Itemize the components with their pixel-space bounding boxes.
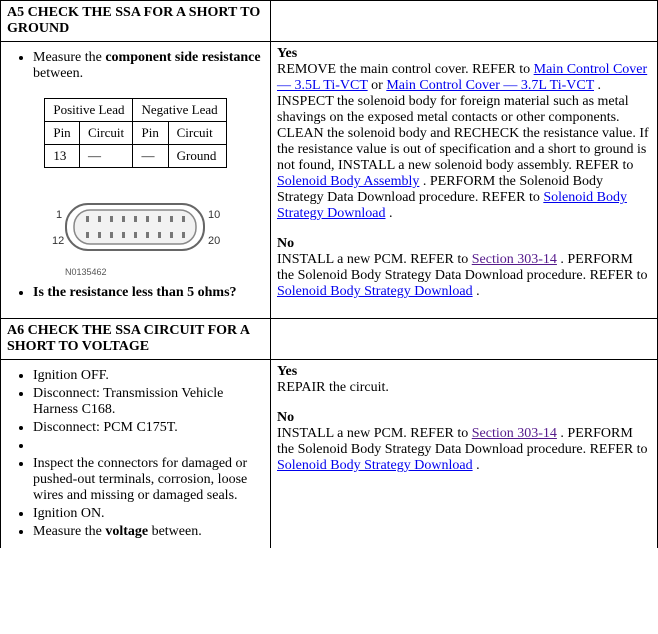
a5-yes-t2: or — [368, 78, 387, 93]
a5-no-block: No INSTALL a new PCM. REFER to Section 3… — [277, 236, 651, 300]
a6-yes-block: Yes REPAIR the circuit. — [277, 364, 651, 396]
a5-yes-block: Yes REMOVE the main control cover. REFER… — [277, 46, 651, 222]
link-solenoid-body-assembly[interactable]: Solenoid Body Assembly — [277, 174, 419, 189]
a5-header-right — [271, 1, 658, 42]
leads-r-c1: — — [79, 145, 133, 168]
a6-step-5: Inspect the connectors for damaged or pu… — [33, 456, 264, 504]
diagnostic-table: A5 CHECK THE SSA FOR A SHORT TO GROUND M… — [0, 0, 658, 548]
a6-step-3: Disconnect: PCM C175T. — [33, 420, 264, 436]
link-solenoid-body-strategy-download-3[interactable]: Solenoid Body Strategy Download — [277, 458, 473, 473]
a5-instr-pre: Measure the — [33, 50, 105, 65]
a5-no-t1: INSTALL a new PCM. REFER to — [277, 252, 472, 267]
a6-step-2: Disconnect: Transmission Vehicle Harness… — [33, 386, 264, 418]
leads-r-pin2: — — [133, 145, 168, 168]
pin-label-10: 10 — [208, 209, 220, 221]
connector-diagram: 1 12 10 20 N0135462 — [7, 198, 264, 277]
a6-step-1: Ignition OFF. — [33, 368, 264, 384]
link-main-control-cover-37[interactable]: Main Control Cover — 3.7L Ti-VCT — [386, 78, 594, 93]
link-section-303-14-b[interactable]: Section 303-14 — [472, 426, 557, 441]
a6-s7-pre: Measure the — [33, 524, 105, 539]
a5-no-label: No — [277, 236, 651, 252]
connector-img-id: N0135462 — [65, 267, 264, 277]
a5-header: A5 CHECK THE SSA FOR A SHORT TO GROUND — [1, 1, 271, 42]
a5-yes-t5: . — [385, 206, 392, 221]
leads-r-pin1: 13 — [45, 145, 80, 168]
leads-circ-h1: Circuit — [79, 122, 133, 145]
a5-instr-suf: between. — [33, 66, 83, 81]
a5-instr-bold: component side resistance — [105, 50, 260, 65]
a6-step-7: Measure the voltage between. — [33, 524, 264, 540]
a6-step-4 — [33, 438, 264, 454]
a6-no-label: No — [277, 410, 651, 426]
leads-r-c2: Ground — [168, 145, 226, 168]
leads-circ-h2: Circuit — [168, 122, 226, 145]
link-section-303-14[interactable]: Section 303-14 — [472, 252, 557, 267]
a5-yes-label: Yes — [277, 46, 651, 62]
a6-no-block: No INSTALL a new PCM. REFER to Section 3… — [277, 410, 651, 474]
leads-pin-h2: Pin — [133, 122, 168, 145]
a5-left: Measure the component side resistance be… — [1, 42, 271, 319]
a6-left: Ignition OFF. Disconnect: Transmission V… — [1, 360, 271, 549]
leads-neg-header: Negative Lead — [133, 99, 226, 122]
pin-label-20: 20 — [208, 235, 220, 247]
a6-header-right — [271, 319, 658, 360]
pin-label-12: 12 — [52, 235, 64, 247]
leads-table: Positive Lead Negative Lead Pin Circuit … — [44, 98, 226, 168]
a6-yes-label: Yes — [277, 364, 651, 380]
a5-question: Is the resistance less than 5 ohms? — [33, 285, 264, 301]
a5-yes-t1: REMOVE the main control cover. REFER to — [277, 62, 534, 77]
a6-no-t1: INSTALL a new PCM. REFER to — [277, 426, 472, 441]
connector-icon: 1 12 10 20 — [36, 198, 236, 258]
pin-label-1: 1 — [56, 209, 62, 221]
a5-instruction: Measure the component side resistance be… — [33, 50, 264, 82]
link-solenoid-body-strategy-download-2[interactable]: Solenoid Body Strategy Download — [277, 284, 473, 299]
leads-pin-h1: Pin — [45, 122, 80, 145]
a6-s7-bold: voltage — [105, 524, 148, 539]
leads-pos-header: Positive Lead — [45, 99, 133, 122]
a6-no-t3: . — [473, 458, 480, 473]
a6-step-6: Ignition ON. — [33, 506, 264, 522]
a6-right: Yes REPAIR the circuit. No INSTALL a new… — [271, 360, 658, 549]
a6-header: A6 CHECK THE SSA CIRCUIT FOR A SHORT TO … — [1, 319, 271, 360]
a6-s7-suf: between. — [148, 524, 202, 539]
a5-right: Yes REMOVE the main control cover. REFER… — [271, 42, 658, 319]
a5-no-t3: . — [473, 284, 480, 299]
a6-yes-t1: REPAIR the circuit. — [277, 380, 389, 395]
